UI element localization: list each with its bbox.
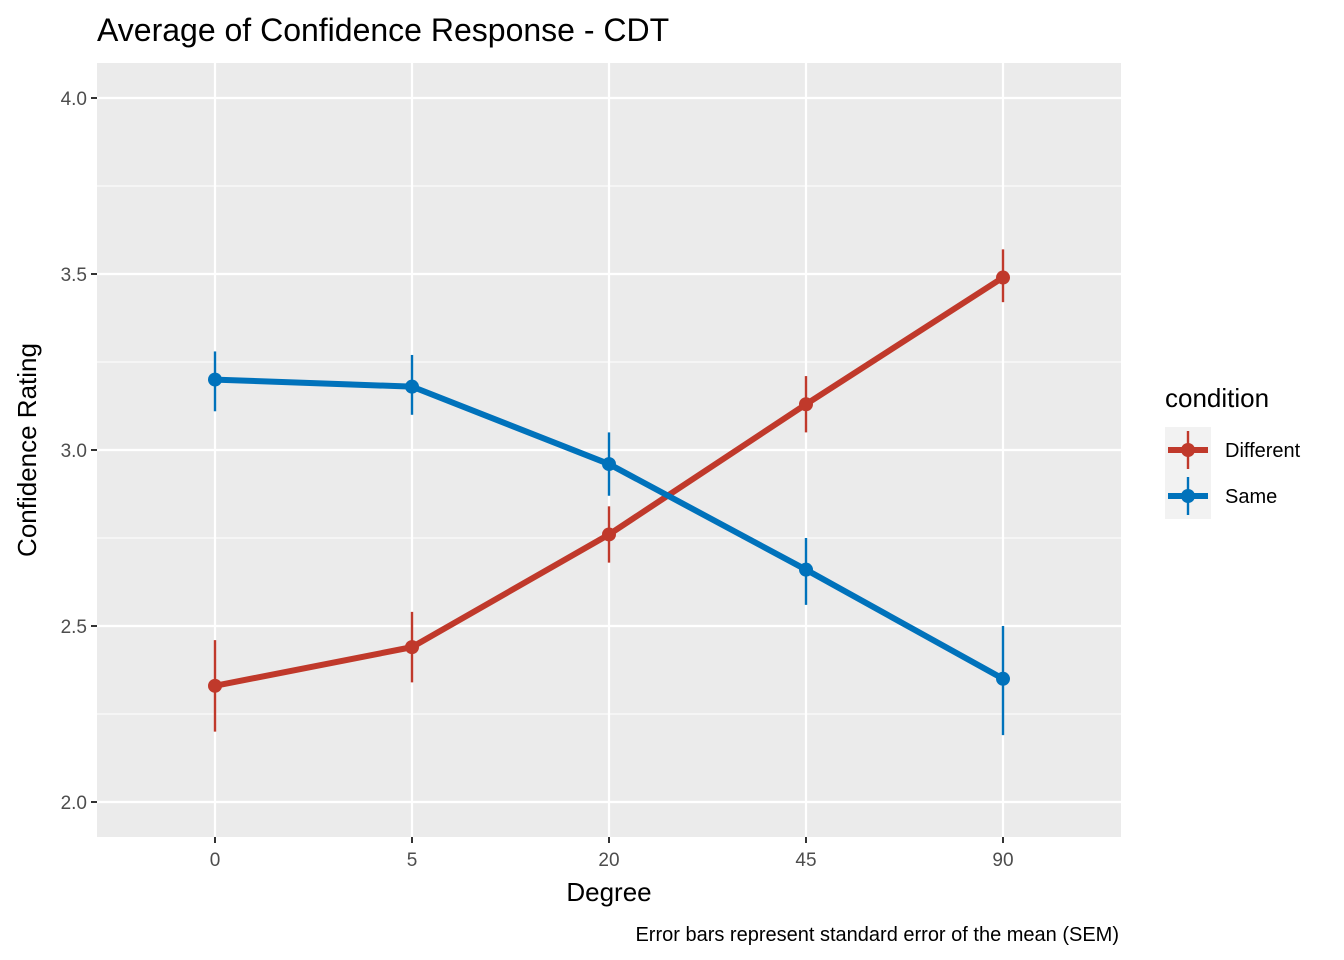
y-tick-label: 4.0 <box>61 89 87 110</box>
x-tick-label: 90 <box>992 850 1013 871</box>
x-tick-label: 45 <box>795 850 816 871</box>
x-tick-label: 20 <box>598 850 619 871</box>
series-layer <box>208 249 1010 736</box>
data-point-different <box>405 640 419 655</box>
caption: Error bars represent standard error of t… <box>635 924 1119 946</box>
x-axis: 0 5 20 45 90 <box>210 837 1014 871</box>
x-axis-title: Degree <box>566 877 651 907</box>
y-tick-label: 3.5 <box>61 265 87 286</box>
legend-label-same: Same <box>1225 486 1277 508</box>
data-point-different <box>602 527 616 542</box>
y-tick-label: 2.0 <box>61 793 87 814</box>
y-tick-label: 3.0 <box>61 441 87 462</box>
x-tick-label: 0 <box>210 850 221 871</box>
data-point-different <box>996 270 1010 285</box>
data-point-same <box>799 562 813 577</box>
y-axis: 2.0 2.5 3.0 3.5 4.0 <box>61 89 97 814</box>
legend-title: condition <box>1165 383 1269 413</box>
chart-title: Average of Confidence Response - CDT <box>97 12 669 48</box>
data-point-same <box>405 379 419 394</box>
legend-key-point <box>1181 489 1195 503</box>
legend: condition Different Same <box>1165 383 1301 519</box>
data-point-different <box>799 397 813 412</box>
legend-label-different: Different <box>1225 440 1301 462</box>
x-tick-label: 5 <box>407 850 418 871</box>
data-point-different <box>208 678 222 693</box>
y-axis-title: Confidence Rating <box>12 343 42 557</box>
data-point-same <box>602 457 616 472</box>
y-tick-label: 2.5 <box>61 617 87 638</box>
data-point-same <box>208 372 222 387</box>
data-point-same <box>996 671 1010 686</box>
legend-items: Different Same <box>1165 427 1301 519</box>
legend-key-point <box>1181 443 1195 457</box>
